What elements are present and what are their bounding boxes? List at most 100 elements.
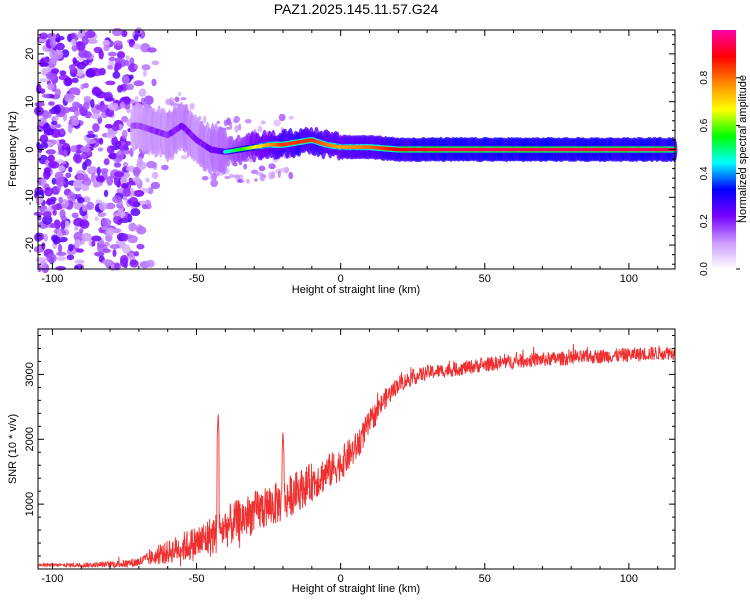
spectrogram-cell (146, 203, 152, 210)
spectrogram-cell (129, 74, 134, 80)
spectrogram-cell (271, 171, 276, 175)
spectrogram-cell (58, 165, 66, 172)
y-tick-label: 0 (24, 146, 36, 152)
spectrogram-cell (132, 43, 142, 50)
spectrogram-cell (238, 178, 242, 183)
spectrogram-cell (94, 216, 99, 221)
spectrogram-cell (84, 111, 93, 119)
snr-series-line (37, 343, 676, 569)
spectrogram-cell (233, 115, 241, 123)
colorbar-tick-label: 0.8 (699, 70, 710, 84)
spectrogram-cell (132, 166, 141, 177)
spectrogram-cell (46, 112, 52, 118)
spectrogram-cell (61, 142, 71, 153)
spectrogram-cell (123, 59, 130, 66)
spectrogram-cell (94, 251, 105, 257)
spectrogram-cell (136, 225, 147, 235)
x-tick-label: 100 (620, 273, 638, 285)
spectrogram-cell (44, 187, 54, 197)
spectrogram-cell (42, 122, 51, 133)
spectrogram-cell (121, 74, 130, 85)
spectrogram-cell (59, 70, 67, 76)
colorbar-tick-label: 0.2 (699, 214, 710, 228)
x-tick-label: -50 (189, 573, 205, 585)
spectrogram-cell (63, 220, 70, 229)
spectrogram-cell (261, 174, 267, 178)
spectrogram-cell (134, 175, 141, 186)
spectrogram-cell (64, 77, 73, 86)
spectrogram-cell (70, 33, 76, 39)
spectrogram-cell (55, 266, 67, 271)
colorbar-tick-label: 0.0 (699, 262, 710, 276)
spectrogram-cell (77, 196, 85, 204)
spectrogram-cell (51, 177, 57, 185)
colorbar-gradient (712, 30, 736, 269)
colorbar-tick-label: 0.4 (699, 166, 710, 180)
snr-marks (37, 343, 676, 569)
spectrogram-cell (60, 220, 66, 231)
spectrogram-cell (36, 194, 44, 204)
spectrogram-cell (85, 68, 96, 78)
spectrogram-cell (134, 64, 139, 70)
spectrogram-cell (87, 130, 94, 135)
spectrogram-cell (257, 125, 263, 133)
spectrogram-cell (121, 30, 128, 38)
x-tick-label: 50 (479, 273, 491, 285)
spectrogram-cell (254, 178, 258, 182)
spectrogram-cell (117, 85, 123, 93)
spectrogram-cell (74, 265, 79, 270)
spectrogram-cell (42, 211, 52, 218)
spectrogram-cell (111, 123, 120, 131)
spectrogram-cell (238, 123, 242, 131)
spectrogram-cell (74, 239, 81, 249)
spectrogram-cell (133, 251, 139, 257)
y-tick-label: 2000 (24, 427, 36, 451)
spectrogram-cell (122, 162, 129, 167)
spectrogram-cell (75, 41, 82, 47)
spectrogram-cell (104, 123, 113, 129)
spectrogram-cell (189, 102, 195, 110)
spectrogram-y-label: Frequency (Hz) (7, 111, 19, 187)
spectrogram-cell (79, 153, 88, 159)
spectrogram-cell (72, 154, 82, 163)
spectrogram-cell (127, 213, 133, 223)
spectrogram-cell (125, 83, 134, 91)
spectrogram-cell (49, 124, 58, 130)
y-tick-label: 10 (24, 96, 36, 108)
spectrogram-cell (80, 184, 90, 192)
spectrogram-cell (260, 120, 266, 125)
y-tick-label: -10 (24, 189, 36, 205)
y-tick-label: -20 (24, 237, 36, 253)
spectrogram-cell (60, 106, 71, 114)
spectrogram-cell (72, 179, 83, 189)
spectrogram-cell (141, 64, 151, 71)
spectrogram-cell (58, 139, 66, 145)
spectrogram-cell (66, 192, 76, 201)
spectrogram-cell (161, 164, 169, 171)
spectrogram-cell (74, 225, 79, 231)
spectrogram-cell (58, 196, 63, 204)
spectrogram-cell (180, 97, 187, 101)
spectrogram-cell (277, 170, 281, 179)
spectrogram-marks (33, 27, 678, 274)
spectrogram-cell (106, 175, 114, 186)
spectrogram-cell (245, 178, 251, 184)
spectrogram-cell (122, 244, 131, 254)
spectrogram-cell (48, 101, 55, 106)
spectrogram-cell (70, 145, 78, 153)
spectrogram-cell (130, 208, 141, 217)
spectrogram-cell (201, 175, 209, 181)
spectrogram-cell (120, 176, 128, 185)
spectrogram-cell (91, 240, 96, 247)
spectrogram-cell (243, 163, 248, 170)
x-tick-label: -100 (41, 273, 63, 285)
spectrogram-cell (42, 215, 53, 225)
spectrogram-cell (165, 98, 173, 106)
spectrogram-cell (91, 235, 102, 242)
spectrogram-cell (180, 154, 189, 160)
spectrogram-cell (71, 118, 80, 127)
spectrogram-cell (114, 162, 122, 168)
spectrogram-cell (114, 57, 123, 64)
spectrogram-cell (70, 87, 81, 95)
spectrogram-cell (53, 128, 59, 138)
